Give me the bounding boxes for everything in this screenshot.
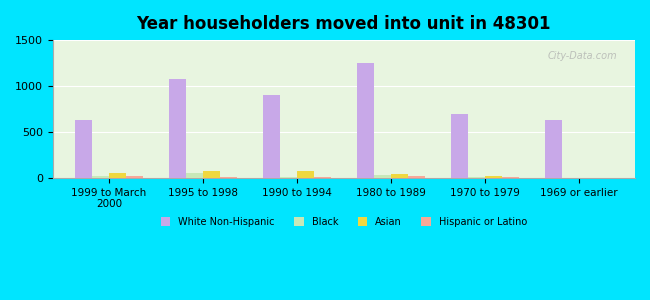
Bar <box>92 176 109 178</box>
Bar <box>297 171 314 178</box>
Bar <box>502 177 519 178</box>
Text: City-Data.com: City-Data.com <box>548 51 617 61</box>
Bar <box>357 63 374 178</box>
Bar <box>314 177 331 178</box>
Bar <box>109 173 126 178</box>
Bar <box>374 175 391 178</box>
Bar <box>485 176 502 178</box>
Bar <box>408 176 424 178</box>
Bar <box>263 95 280 178</box>
Bar <box>451 114 468 178</box>
Bar <box>391 174 408 178</box>
Bar <box>75 120 92 178</box>
Legend: White Non-Hispanic, Black, Asian, Hispanic or Latino: White Non-Hispanic, Black, Asian, Hispan… <box>157 213 531 231</box>
Bar <box>468 177 485 178</box>
Bar <box>186 173 203 178</box>
Bar <box>126 176 143 178</box>
Bar <box>545 120 562 178</box>
Bar <box>280 177 297 178</box>
Title: Year householders moved into unit in 48301: Year householders moved into unit in 483… <box>136 15 551 33</box>
Bar <box>220 177 237 178</box>
Bar <box>203 171 220 178</box>
Bar <box>169 79 186 178</box>
